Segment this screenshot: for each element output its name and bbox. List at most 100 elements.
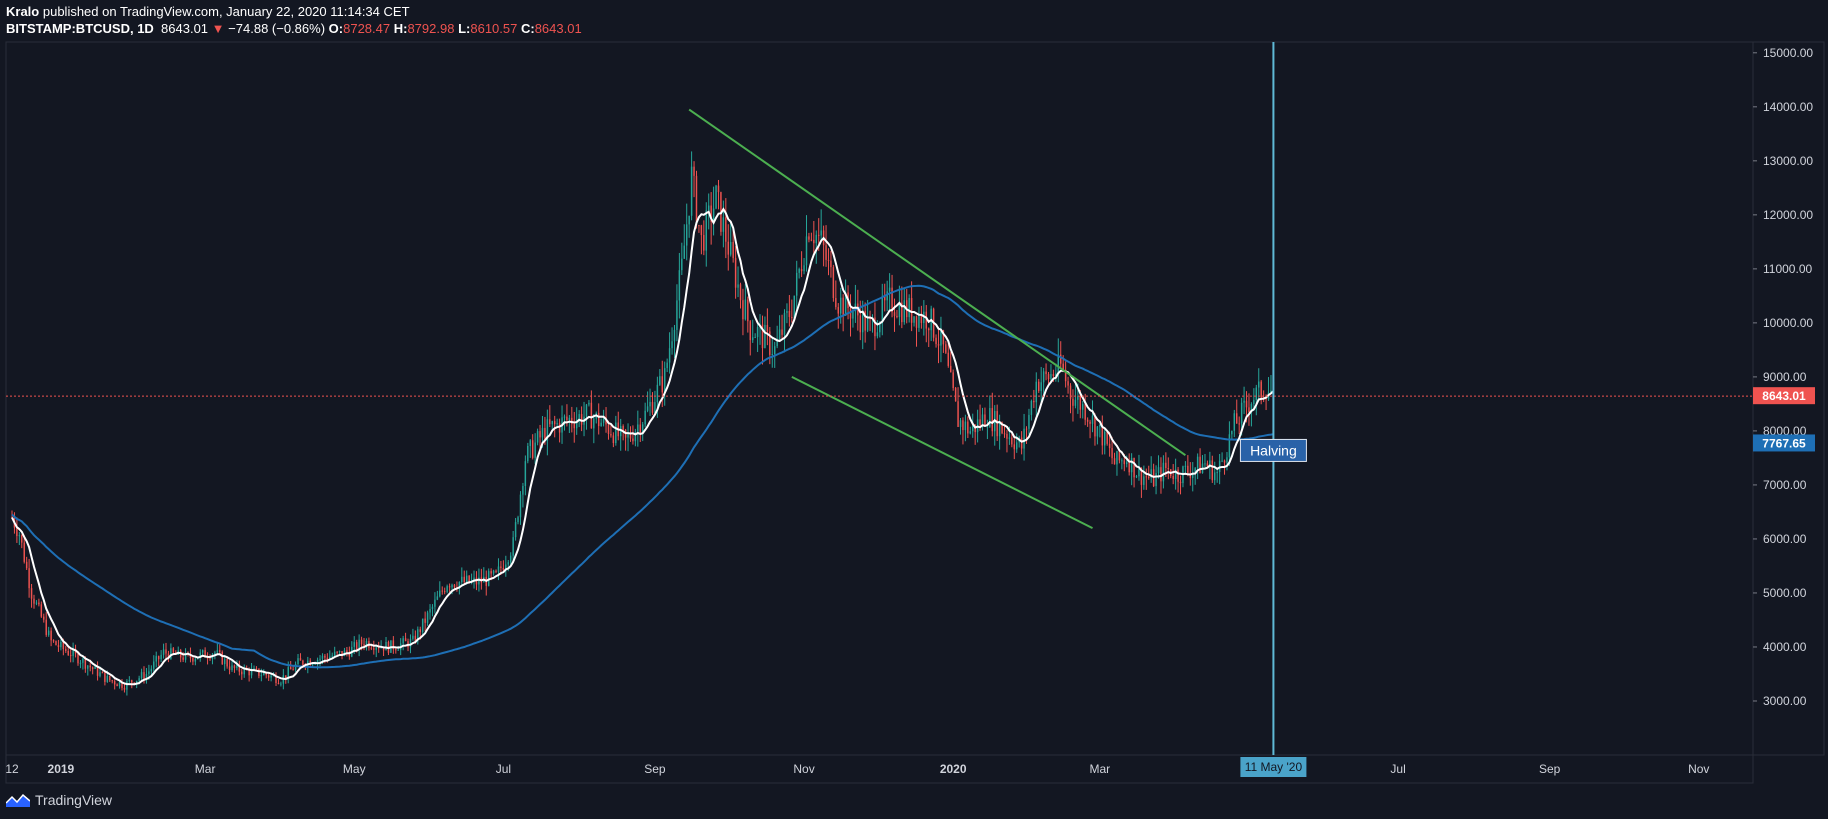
candle-body (329, 656, 331, 660)
candle-body (505, 564, 507, 570)
candle-body (145, 673, 148, 680)
candle-body (16, 527, 18, 537)
candle-body (1236, 413, 1238, 424)
candle-body (192, 658, 194, 662)
candle-body (206, 657, 209, 659)
publish-text: published on TradingView.com, January 22… (42, 4, 410, 19)
candle-body (346, 650, 348, 653)
ohlc-legend: BITSTAMP:BTCUSD, 1D 8643.01 ▼ −74.88 (−0… (6, 20, 582, 37)
candle-body (109, 675, 111, 681)
candle-body (1062, 363, 1064, 371)
candle-body (634, 431, 637, 442)
candle-body (1123, 460, 1126, 465)
candle-body (157, 656, 160, 660)
candle-body (519, 494, 522, 518)
candle-body (1240, 402, 1243, 424)
candle-body (1211, 460, 1214, 481)
candle-body (820, 230, 822, 236)
candle-body (1243, 400, 1245, 403)
candle-body (221, 651, 223, 665)
candle-body (712, 208, 715, 223)
candle-body (962, 420, 964, 431)
candle-body (1223, 460, 1226, 463)
candle-body (451, 584, 453, 588)
candle-body (113, 681, 116, 685)
candle-body (360, 639, 363, 645)
halving-box (1239, 438, 1307, 462)
candle-body (414, 635, 417, 642)
candle-body (646, 406, 649, 411)
candle-body (412, 635, 414, 639)
candle-body (681, 258, 683, 271)
candle-body (1209, 460, 1211, 467)
plot-frame (5, 41, 1754, 756)
candle-body (588, 402, 590, 405)
candle-body (825, 245, 827, 260)
candle-body (172, 648, 175, 653)
candle-body (844, 292, 847, 316)
candle-body (131, 680, 133, 683)
candle-body (549, 419, 551, 425)
candle-body (971, 424, 974, 432)
candle-body (492, 570, 495, 574)
candle-body (795, 272, 798, 296)
candle-body (421, 618, 424, 633)
candle-body (685, 224, 688, 246)
candle-body (150, 668, 153, 672)
candle-body (666, 362, 668, 369)
time-axis (5, 754, 1754, 784)
y-tick-label: 3000.00 (1763, 694, 1807, 708)
candle-body (1074, 399, 1077, 406)
candle-body (448, 586, 451, 588)
tradingview-logo[interactable]: TradingView (6, 792, 112, 808)
candle-body (639, 424, 641, 434)
candle-body (143, 672, 145, 680)
x-tick-label: Sep (1539, 762, 1561, 776)
candle-body (94, 666, 96, 669)
y-tick-label: 13000.00 (1763, 154, 1813, 168)
candle-body (233, 665, 236, 669)
candle-body (502, 567, 505, 570)
candle-body (443, 591, 446, 593)
candle-body (778, 329, 781, 340)
candle-body (45, 619, 47, 635)
candle-body (1099, 424, 1101, 427)
candle-body (226, 659, 228, 667)
author-name[interactable]: Kralo (6, 4, 40, 19)
candle-body (534, 442, 536, 458)
candle-body (1096, 426, 1099, 437)
y-tick-label: 4000.00 (1763, 640, 1807, 654)
candle-body (527, 445, 529, 462)
candle-body (419, 629, 421, 633)
symbol-label[interactable]: BITSTAMP:BTCUSD, 1D (6, 21, 154, 36)
candle-body (732, 242, 734, 259)
candle-body (937, 344, 940, 346)
candle-body (373, 648, 375, 650)
candle-body (434, 599, 436, 607)
candle-body (546, 419, 549, 441)
x-tick-label: Mar (1090, 762, 1111, 776)
candle-body (272, 675, 275, 677)
candle-body (1204, 463, 1206, 465)
candle-body (314, 663, 316, 665)
candle-body (153, 661, 155, 669)
y-tick-label: 5000.00 (1763, 586, 1807, 600)
candle-body (275, 675, 277, 684)
candle-body (162, 649, 165, 655)
candle-body (441, 590, 443, 592)
candle-body (888, 287, 891, 292)
candle-body (1150, 469, 1152, 478)
last-price-tag-label: 8643.01 (1762, 389, 1806, 403)
candle-body (101, 672, 104, 674)
candle-body (981, 414, 984, 426)
candle-body (800, 269, 803, 272)
candle-body (1172, 475, 1174, 480)
candle-body (514, 522, 517, 538)
candle-body (544, 427, 546, 441)
candle-body (915, 316, 918, 328)
candle-body (1064, 370, 1067, 382)
candle-body (121, 681, 123, 688)
ma-tag-label: 7767.65 (1762, 436, 1806, 450)
x-tick-label: Nov (1688, 762, 1709, 776)
